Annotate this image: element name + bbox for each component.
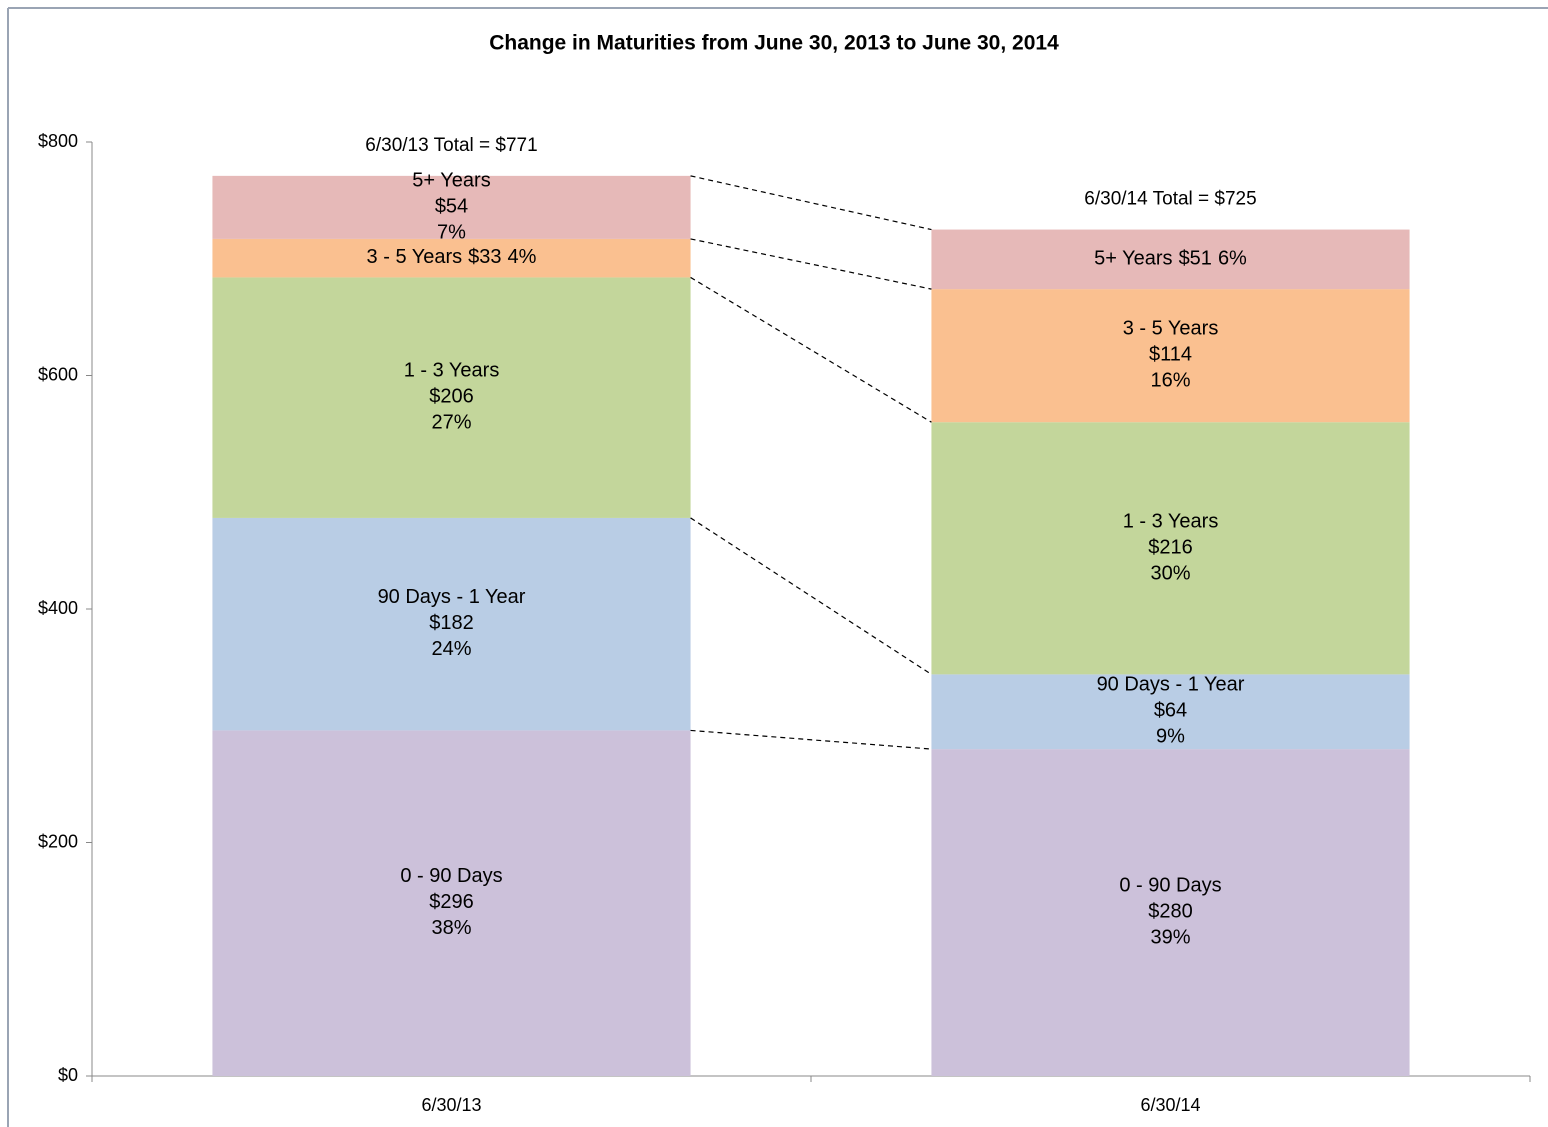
data-label: 1 - 3 Years $206 27% xyxy=(404,360,500,434)
bar-segment xyxy=(212,517,691,731)
bar-segment xyxy=(212,238,691,278)
data-label-line: $296 xyxy=(429,891,474,913)
y-tick-label: $400 xyxy=(38,598,78,618)
data-label: 5+ Years $54 7% xyxy=(412,170,490,244)
y-tick-label: $600 xyxy=(38,364,78,384)
y-tick-label: $800 xyxy=(38,131,78,151)
data-label-line: 0 - 90 Days xyxy=(400,865,502,887)
data-label-line: 90 Days - 1 Year xyxy=(1097,674,1245,696)
data-label: 0 - 90 Days $280 39% xyxy=(1119,875,1221,949)
data-label-part: 6% xyxy=(1218,248,1247,270)
data-label-line: 0 - 90 Days xyxy=(1119,875,1221,897)
y-tick-label: $0 xyxy=(58,1065,78,1085)
data-label-line: 30% xyxy=(1150,563,1190,585)
bar-segment xyxy=(212,175,691,239)
total-label: 6/30/14 Total = $725 xyxy=(1084,189,1256,210)
data-label-part: $33 xyxy=(468,246,501,268)
data-label-line: $114 xyxy=(1149,344,1192,366)
data-label: 90 Days - 1 Year $182 24% xyxy=(378,586,526,660)
connector-line xyxy=(690,729,932,750)
bar-segment xyxy=(931,674,1410,750)
data-label: 0 - 90 Days $296 38% xyxy=(400,865,502,939)
chart-title: Change in Maturities from June 30, 2013 … xyxy=(489,32,1059,55)
data-label-part: $51 xyxy=(1179,248,1212,270)
x-tick-label: 6/30/13 xyxy=(421,1095,481,1115)
data-label: 3 - 5 Years $114 16% xyxy=(1123,318,1219,392)
data-label-line: 24% xyxy=(431,638,471,660)
bar-segment xyxy=(931,229,1410,290)
data-label-line: 16% xyxy=(1150,370,1190,392)
bar-segment xyxy=(212,730,691,1076)
data-label-line: $216 xyxy=(1148,537,1193,559)
data-label-line: $54 xyxy=(435,196,468,218)
data-label: 3 - 5 Years $33 4% xyxy=(367,246,537,268)
bar-segment xyxy=(931,289,1410,423)
data-label-part: 4% xyxy=(508,246,537,268)
data-label: 1 - 3 Years $216 30% xyxy=(1123,511,1219,585)
data-label-part: 5+ Years xyxy=(1094,248,1172,270)
data-label-line: 90 Days - 1 Year xyxy=(378,586,526,608)
data-label-line: $64 xyxy=(1154,700,1187,722)
data-label-line: 1 - 3 Years xyxy=(1123,511,1219,533)
data-label-line: 5+ Years xyxy=(412,170,490,192)
data-label-part: 3 - 5 Years xyxy=(367,246,463,268)
connector-line xyxy=(690,517,932,675)
data-label-line: 3 - 5 Years xyxy=(1123,318,1219,340)
data-label-line: 38% xyxy=(431,917,471,939)
data-label-line: 1 - 3 Years xyxy=(404,360,500,382)
data-label-line: $206 xyxy=(429,386,474,408)
data-label-line: $182 xyxy=(429,612,474,634)
data-label-line: 9% xyxy=(1156,726,1185,748)
connector-line xyxy=(690,276,932,423)
bar-segment xyxy=(931,749,1410,1076)
data-label: 5+ Years $51 6% xyxy=(1094,248,1247,270)
data-label: 90 Days - 1 Year $64 9% xyxy=(1097,674,1245,748)
data-label-line: 7% xyxy=(437,222,466,244)
data-label-line: 27% xyxy=(431,412,471,434)
y-tick-label: $200 xyxy=(38,831,78,851)
data-label-line: 39% xyxy=(1150,927,1190,949)
data-label-line: $280 xyxy=(1148,901,1193,923)
x-tick-label: 6/30/14 xyxy=(1140,1095,1200,1115)
bar-segment xyxy=(212,277,691,518)
bar-segment xyxy=(931,422,1410,675)
total-label: 6/30/13 Total = $771 xyxy=(365,135,537,156)
